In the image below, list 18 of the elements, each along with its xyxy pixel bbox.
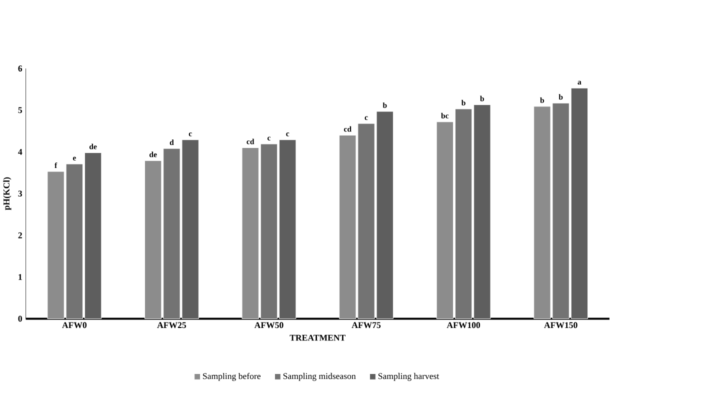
legend-label: Sampling before [203, 372, 261, 382]
x-tick-label: AFW150 [544, 322, 578, 328]
y-tick-label: 3 [18, 190, 22, 197]
legend-label: Sampling harvest [378, 372, 440, 381]
y-tick-label: 0 [18, 316, 22, 322]
y-tick-label: 2 [18, 232, 22, 238]
legend-label: Sampling midseason [283, 372, 356, 381]
x-tick-label: AFW100 [446, 322, 480, 328]
x-tick-label: AFW25 [157, 322, 186, 328]
y-tick-label: 1 [18, 274, 22, 280]
y-tick-label: 4 [18, 149, 22, 155]
y-tick-label: 6 [18, 66, 22, 72]
x-tick-label: AFW50 [254, 322, 284, 328]
x-tick-label: AFW0 [62, 322, 87, 328]
x-axis-title: TREATMENT [290, 334, 346, 341]
y-axis-title: pH(KCl) [3, 177, 12, 210]
x-tick-label: AFW75 [352, 322, 381, 328]
y-tick-label: 5 [18, 107, 22, 114]
